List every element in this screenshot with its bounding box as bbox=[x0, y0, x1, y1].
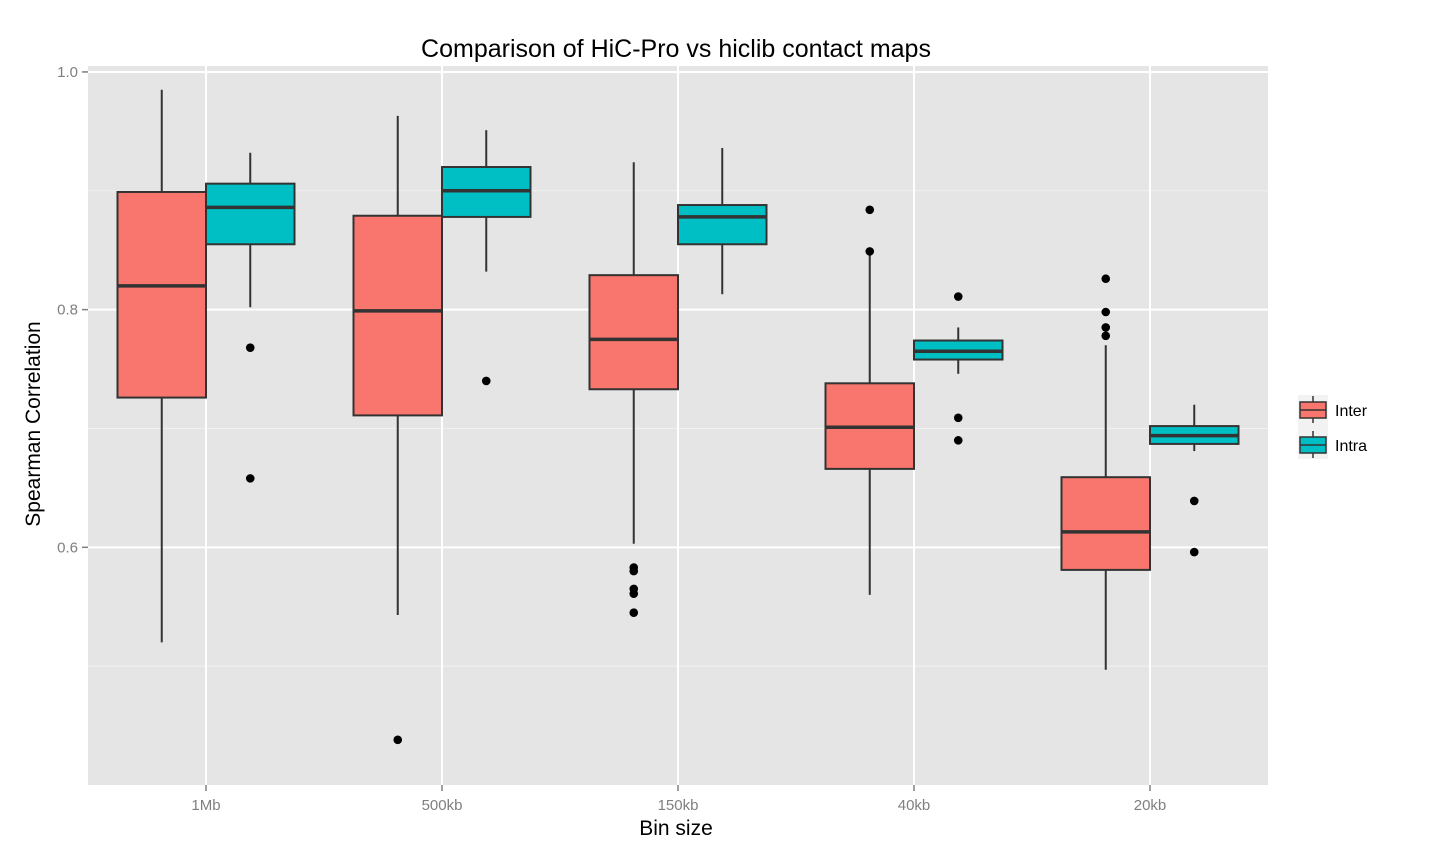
box-body bbox=[1060, 476, 1151, 571]
box-inter-1mb bbox=[116, 89, 207, 643]
y-tick-label: 0.6 bbox=[57, 539, 78, 556]
box-intra-20kb bbox=[1149, 404, 1240, 557]
outlier-point bbox=[1189, 496, 1199, 506]
box-intra-500kb bbox=[441, 130, 532, 386]
outlier-point bbox=[481, 376, 491, 386]
x-tick-label: 1Mb bbox=[191, 797, 220, 814]
outlier-point bbox=[1189, 547, 1199, 557]
y-tick-label: 0.8 bbox=[57, 302, 78, 319]
box-inter-20kb bbox=[1060, 274, 1151, 670]
box-inter-500kb bbox=[352, 115, 443, 745]
outlier-point bbox=[1101, 307, 1111, 317]
axes-layer: 0.6 0.8 1.0 1Mb 500kb 150kb 40kb 20kb bbox=[57, 64, 1166, 814]
legend-label: Intra bbox=[1335, 438, 1367, 455]
chart-title: Comparison of HiC-Pro vs hiclib contact … bbox=[421, 35, 931, 63]
boxes-layer bbox=[116, 89, 1240, 745]
x-tick-label: 20kb bbox=[1134, 797, 1167, 814]
outlier-point bbox=[865, 205, 875, 215]
outlier-point bbox=[245, 343, 255, 352]
outlier-point bbox=[1101, 323, 1111, 332]
box-intra-150kb bbox=[677, 148, 768, 295]
box-inter-40kb bbox=[824, 205, 915, 595]
y-axis-title: Spearman Correlation bbox=[22, 321, 45, 526]
outlier-point bbox=[245, 474, 255, 483]
box-intra-40kb bbox=[913, 292, 1004, 445]
outlier-point bbox=[953, 413, 963, 423]
box-intra-1mb bbox=[205, 152, 296, 483]
box-body bbox=[352, 214, 443, 417]
outlier-point bbox=[1101, 331, 1111, 341]
outlier-point bbox=[629, 608, 639, 617]
box-body bbox=[677, 204, 768, 246]
legend-item-intra: Intra bbox=[1299, 431, 1367, 458]
box-body bbox=[116, 190, 207, 399]
legend-item-inter: Inter bbox=[1299, 396, 1368, 423]
box-body bbox=[205, 182, 296, 246]
outlier-point bbox=[865, 247, 875, 256]
outlier-point bbox=[953, 436, 963, 445]
box-inter-150kb bbox=[588, 162, 679, 617]
box-body bbox=[588, 274, 679, 391]
outlier-point bbox=[1101, 274, 1111, 284]
legend: Inter Intra bbox=[1298, 395, 1368, 459]
outlier-point bbox=[629, 566, 639, 576]
outlier-point bbox=[629, 589, 639, 598]
x-tick-label: 40kb bbox=[898, 797, 931, 814]
outlier-point bbox=[393, 735, 403, 745]
legend-label: Inter bbox=[1335, 403, 1368, 420]
y-tick-label: 1.0 bbox=[57, 64, 78, 81]
x-tick-label: 150kb bbox=[658, 797, 699, 814]
x-tick-label: 500kb bbox=[422, 797, 463, 814]
x-axis-title: Bin size bbox=[639, 817, 713, 840]
outlier-point bbox=[953, 292, 963, 301]
